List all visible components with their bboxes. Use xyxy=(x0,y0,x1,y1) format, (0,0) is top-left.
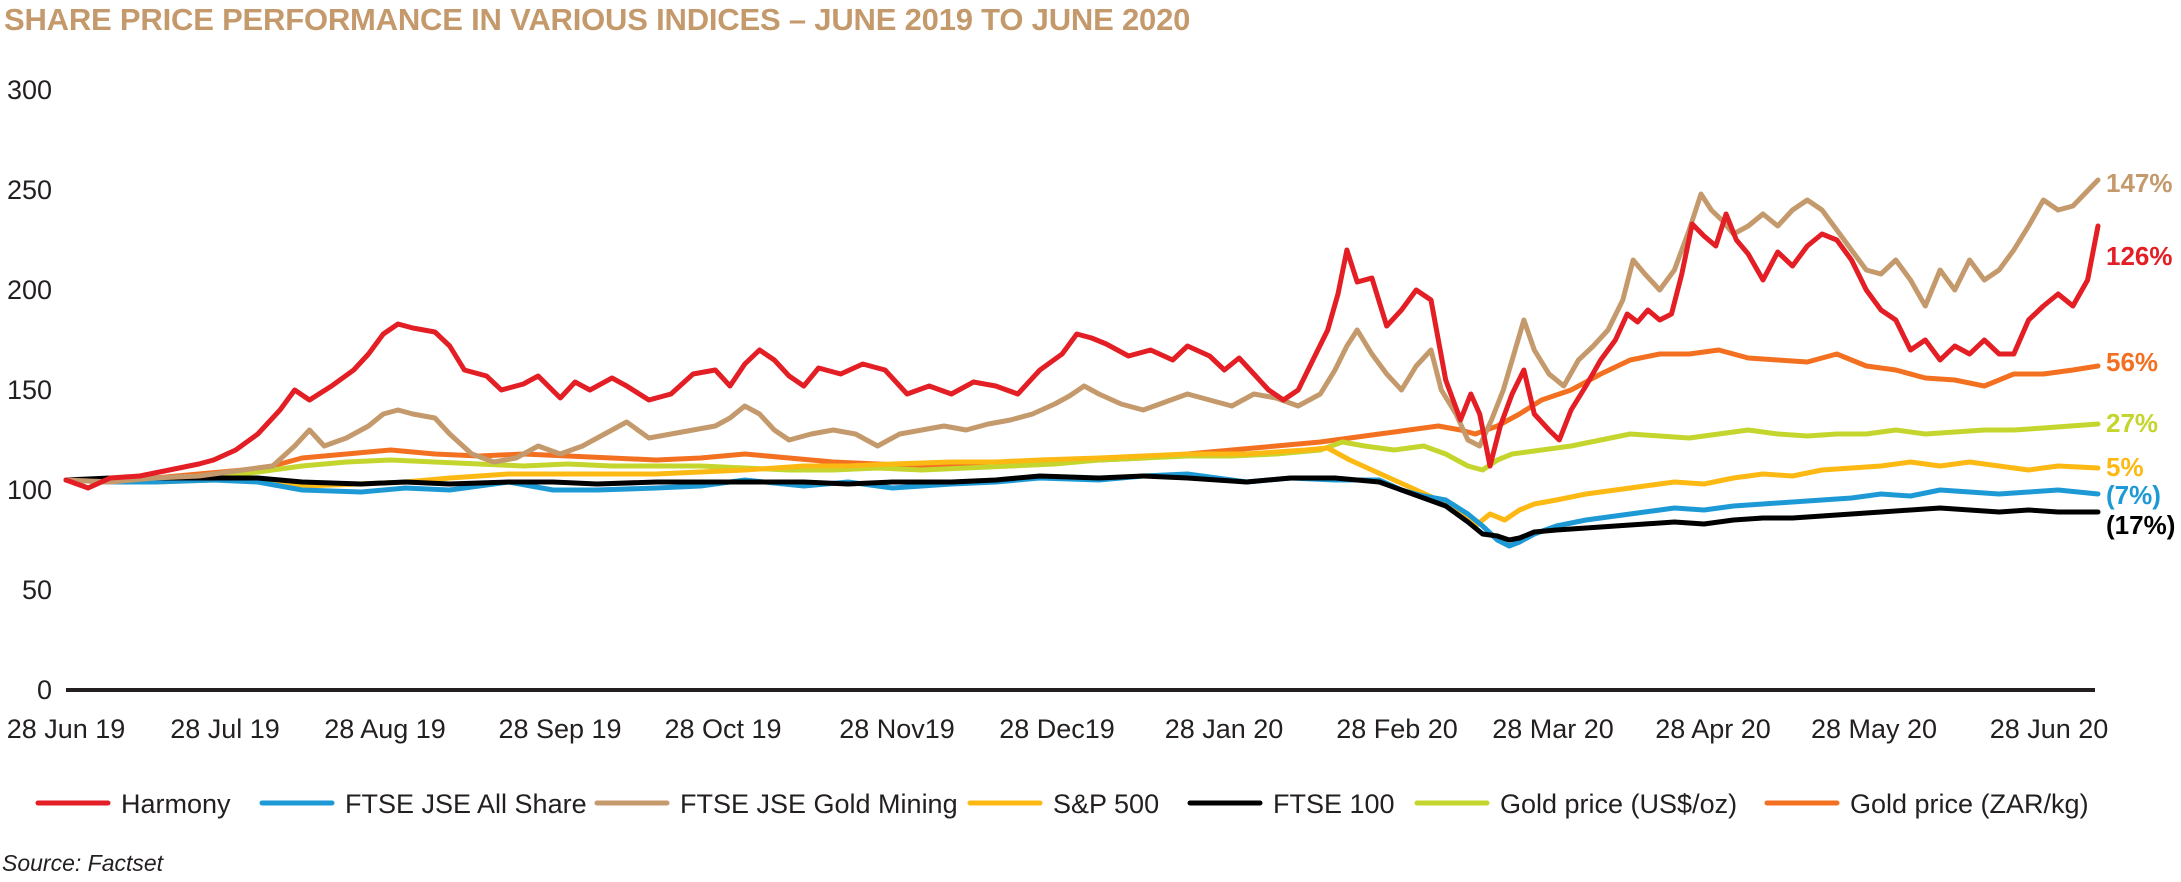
y-tick-label: 200 xyxy=(7,275,52,305)
series-line-ftse-jse-gold-mining xyxy=(63,177,2101,485)
series-line-harmony xyxy=(63,211,2101,491)
y-tick-label: 250 xyxy=(7,175,52,205)
series-line-s-p-500 xyxy=(63,445,2101,529)
x-tick-label: 28 Mar 20 xyxy=(1492,714,1614,744)
legend-item: FTSE JSE All Share xyxy=(259,789,587,819)
chart-title: SHARE PRICE PERFORMANCE IN VARIOUS INDIC… xyxy=(4,2,1191,37)
end-label: 147% xyxy=(2106,168,2173,198)
legend-label: Gold price (US$/oz) xyxy=(1500,789,1737,819)
end-label: 126% xyxy=(2106,241,2173,271)
legend-item: FTSE JSE Gold Mining xyxy=(594,789,958,819)
source-note: Source: Factset xyxy=(2,850,164,876)
end-label: (17%) xyxy=(2106,510,2175,540)
x-tick-label: 28 Nov19 xyxy=(839,714,955,744)
legend-item: Gold price (ZAR/kg) xyxy=(1764,789,2089,819)
x-tick-label: 28 Jan 20 xyxy=(1165,714,1284,744)
legend-item: FTSE 100 xyxy=(1187,789,1395,819)
y-tick-label: 300 xyxy=(7,75,52,105)
x-tick-label: 28 Sep 19 xyxy=(498,714,621,744)
end-label: 27% xyxy=(2106,408,2158,438)
x-tick-label: 28 Apr 20 xyxy=(1655,714,1771,744)
legend-item: S&P 500 xyxy=(967,789,1159,819)
end-label: (7%) xyxy=(2106,480,2161,510)
end-label: 56% xyxy=(2106,347,2158,377)
end-labels: 126% (7%) 147% 5% (17%) 27% 56% xyxy=(2106,168,2175,540)
legend-item: Harmony xyxy=(35,789,231,819)
legend-label: S&P 500 xyxy=(1053,789,1159,819)
x-tick-label: 28 Aug 19 xyxy=(324,714,446,744)
y-tick-label: 100 xyxy=(7,475,52,505)
legend-label: FTSE 100 xyxy=(1273,789,1395,819)
x-tick-label: 28 Jun 19 xyxy=(7,714,126,744)
y-axis-ticks: 0 50 100 150 200 250 300 xyxy=(7,75,52,705)
legend: Harmony FTSE JSE All Share FTSE JSE Gold M… xyxy=(35,789,2089,819)
y-tick-label: 150 xyxy=(7,375,52,405)
legend-item: Gold price (US$/oz) xyxy=(1414,789,1737,819)
series-line-gold-price-zar-kg xyxy=(63,347,2101,485)
end-label: 5% xyxy=(2106,452,2144,482)
legend-label: FTSE JSE Gold Mining xyxy=(680,789,958,819)
legend-label: FTSE JSE All Share xyxy=(345,789,587,819)
x-tick-label: 28 Oct 19 xyxy=(664,714,781,744)
legend-label: Gold price (ZAR/kg) xyxy=(1850,789,2089,819)
x-axis-ticks: 28 Jun 19 28 Jul 19 28 Aug 19 28 Sep 19 28 O… xyxy=(7,714,2109,744)
legend-label: Harmony xyxy=(121,789,231,819)
series-lines xyxy=(63,177,2101,549)
x-tick-label: 28 Jul 19 xyxy=(170,714,280,744)
x-tick-label: 28 May 20 xyxy=(1811,714,1937,744)
series-line-ftse-100 xyxy=(63,473,2101,543)
y-tick-label: 0 xyxy=(37,675,52,705)
y-tick-label: 50 xyxy=(22,575,52,605)
x-tick-label: 28 Dec19 xyxy=(999,714,1115,744)
x-tick-label: 28 Jun 20 xyxy=(1990,714,2109,744)
x-tick-label: 28 Feb 20 xyxy=(1336,714,1458,744)
